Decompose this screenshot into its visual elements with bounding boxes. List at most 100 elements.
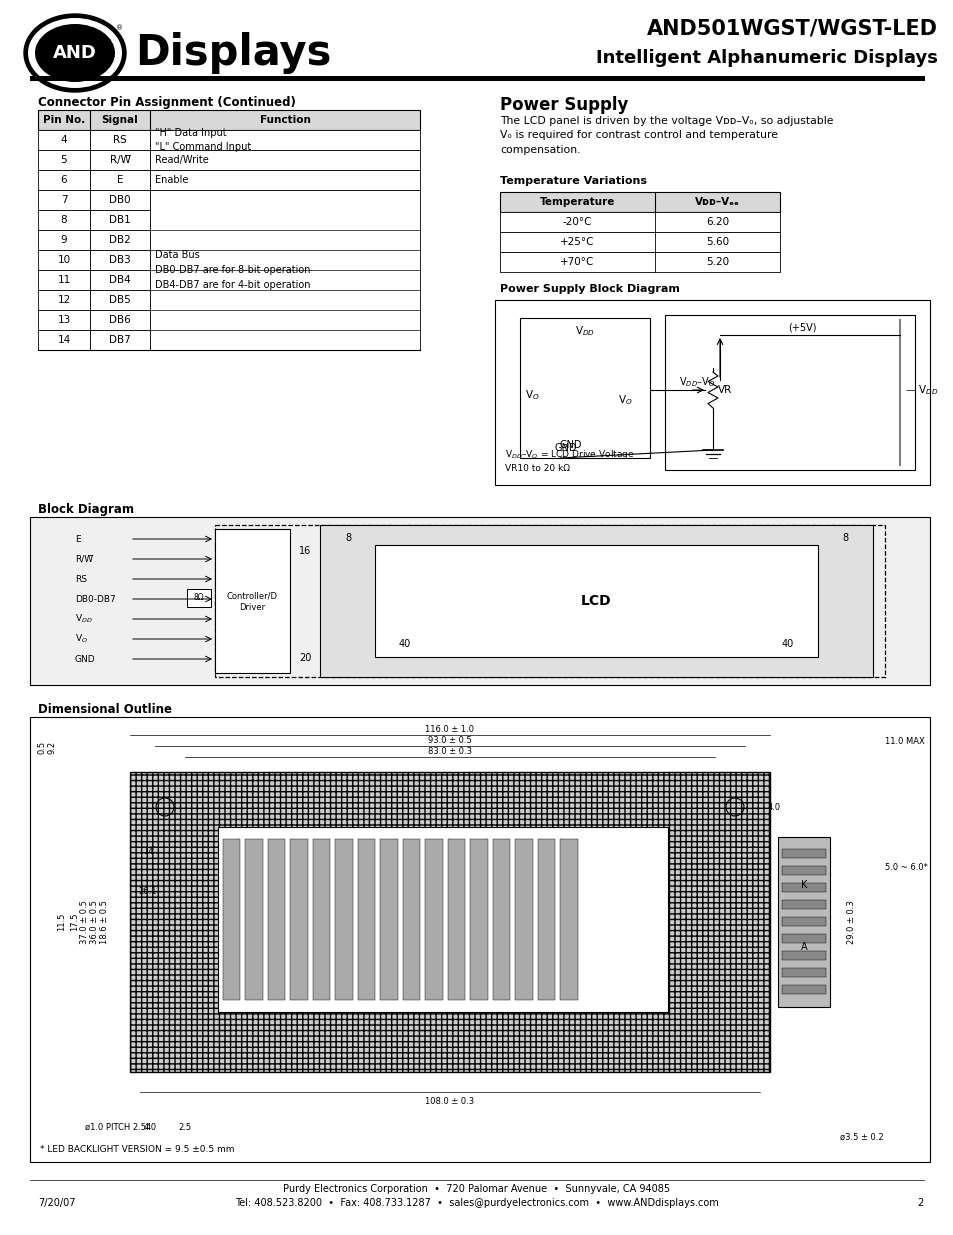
Text: Displays: Displays bbox=[135, 32, 331, 74]
Text: V$_O$: V$_O$ bbox=[617, 393, 632, 406]
Text: 11.0 MAX: 11.0 MAX bbox=[884, 737, 923, 746]
Text: V$_{DD}$: V$_{DD}$ bbox=[75, 613, 92, 625]
Bar bbox=[30, 77, 924, 82]
Bar bbox=[150, 190, 419, 350]
Text: A: A bbox=[800, 942, 806, 952]
Text: +70°C: +70°C bbox=[559, 257, 594, 267]
Text: RS: RS bbox=[113, 135, 127, 144]
Text: 5.60: 5.60 bbox=[705, 237, 728, 247]
Text: 20: 20 bbox=[298, 653, 311, 663]
Text: Temperature: Temperature bbox=[539, 198, 615, 207]
Text: ø1.0 PITCH 2.54: ø1.0 PITCH 2.54 bbox=[85, 1123, 152, 1131]
Bar bbox=[781, 848, 825, 858]
Bar bbox=[781, 918, 825, 926]
Text: 5.20: 5.20 bbox=[705, 257, 728, 267]
Bar bbox=[664, 315, 914, 471]
Text: Driver: Driver bbox=[239, 604, 265, 613]
Bar bbox=[38, 330, 90, 350]
Bar bbox=[402, 839, 420, 1000]
Text: 10: 10 bbox=[57, 254, 71, 266]
Text: 8: 8 bbox=[345, 534, 351, 543]
Text: 108.0 ± 0.3: 108.0 ± 0.3 bbox=[425, 1097, 474, 1107]
Bar bbox=[357, 839, 375, 1000]
Bar bbox=[90, 190, 150, 210]
Text: Pin No.: Pin No. bbox=[43, 115, 85, 125]
Text: DB2: DB2 bbox=[109, 235, 131, 245]
Text: DB0-DB7: DB0-DB7 bbox=[75, 594, 115, 604]
Bar bbox=[90, 130, 150, 149]
Text: Tel: 408.523.8200  •  Fax: 408.733.1287  •  sales@purdyelectronics.com  •  www.A: Tel: 408.523.8200 • Fax: 408.733.1287 • … bbox=[234, 1198, 719, 1208]
Bar bbox=[515, 839, 533, 1000]
Text: 37.0 ± 0.5: 37.0 ± 0.5 bbox=[80, 900, 90, 944]
Text: GND: GND bbox=[555, 443, 577, 453]
Bar bbox=[425, 839, 442, 1000]
Text: DB7: DB7 bbox=[109, 335, 131, 345]
Text: DB4: DB4 bbox=[109, 275, 131, 285]
Bar bbox=[187, 589, 211, 606]
Bar bbox=[90, 210, 150, 230]
Text: V$_O$: V$_O$ bbox=[524, 388, 538, 401]
Text: VR: VR bbox=[718, 385, 732, 395]
Text: "H" Data Input
"L" Command Input: "H" Data Input "L" Command Input bbox=[154, 127, 251, 152]
Text: DB1: DB1 bbox=[109, 215, 131, 225]
Text: 16: 16 bbox=[298, 546, 311, 556]
Text: 4.0: 4.0 bbox=[766, 803, 780, 811]
Text: GND: GND bbox=[75, 655, 95, 663]
Bar bbox=[499, 212, 780, 232]
Bar bbox=[90, 230, 150, 249]
Bar bbox=[150, 170, 419, 190]
Text: Block Diagram: Block Diagram bbox=[38, 503, 133, 516]
Bar bbox=[781, 968, 825, 977]
Text: Connector Pin Assignment (Continued): Connector Pin Assignment (Continued) bbox=[38, 96, 295, 109]
Text: 9.2: 9.2 bbox=[48, 741, 56, 753]
Text: 0.5: 0.5 bbox=[37, 741, 47, 753]
Text: Data Bus
DB0-DB7 are for 8-bit operation
DB4-DB7 are for 4-bit operation: Data Bus DB0-DB7 are for 8-bit operation… bbox=[154, 251, 310, 290]
Bar bbox=[90, 330, 150, 350]
Text: 18.6 ± 0.5: 18.6 ± 0.5 bbox=[100, 900, 110, 944]
Bar bbox=[537, 839, 555, 1000]
Bar bbox=[38, 110, 419, 130]
Bar bbox=[375, 545, 817, 657]
Bar bbox=[38, 149, 90, 170]
Bar bbox=[38, 249, 90, 270]
Bar bbox=[519, 317, 649, 458]
Text: K: K bbox=[800, 879, 806, 889]
Text: 8Ω: 8Ω bbox=[193, 594, 204, 603]
Bar bbox=[90, 149, 150, 170]
Text: 40: 40 bbox=[781, 638, 793, 650]
Text: Enable: Enable bbox=[154, 175, 188, 185]
Bar bbox=[781, 883, 825, 892]
Bar bbox=[38, 290, 90, 310]
Text: Dimensional Outline: Dimensional Outline bbox=[38, 703, 172, 716]
Bar bbox=[30, 517, 929, 685]
Text: R/W̅: R/W̅ bbox=[75, 555, 93, 563]
Text: 14: 14 bbox=[143, 847, 153, 857]
Text: 9: 9 bbox=[61, 235, 68, 245]
Bar bbox=[30, 718, 929, 1162]
Bar bbox=[90, 249, 150, 270]
Bar bbox=[470, 839, 488, 1000]
Text: AND: AND bbox=[53, 44, 97, 62]
Bar bbox=[214, 525, 884, 677]
Text: 8: 8 bbox=[61, 215, 68, 225]
Text: 6: 6 bbox=[61, 175, 68, 185]
Text: V$_{DD}$–V$_O$: V$_{DD}$–V$_O$ bbox=[678, 375, 714, 389]
Bar bbox=[781, 866, 825, 876]
Bar bbox=[495, 300, 929, 485]
Bar bbox=[268, 839, 285, 1000]
Text: DB0: DB0 bbox=[109, 195, 131, 205]
Text: V$_{DD}$–V$_O$ = LCD Drive Voltage
VR10 to 20 kΩ: V$_{DD}$–V$_O$ = LCD Drive Voltage VR10 … bbox=[504, 448, 634, 473]
Text: E: E bbox=[116, 175, 123, 185]
Text: 7: 7 bbox=[61, 195, 68, 205]
Bar bbox=[38, 310, 90, 330]
Text: Vᴅᴅ–Vₑₑ: Vᴅᴅ–Vₑₑ bbox=[695, 198, 740, 207]
Text: Function: Function bbox=[259, 115, 310, 125]
Text: LCD: LCD bbox=[580, 594, 611, 608]
Bar bbox=[38, 210, 90, 230]
Text: Read/Write: Read/Write bbox=[154, 156, 209, 165]
Text: 4.0: 4.0 bbox=[143, 1123, 156, 1131]
Text: 17.5: 17.5 bbox=[71, 913, 79, 931]
Bar bbox=[150, 130, 419, 149]
Bar bbox=[499, 232, 780, 252]
Bar bbox=[781, 934, 825, 944]
